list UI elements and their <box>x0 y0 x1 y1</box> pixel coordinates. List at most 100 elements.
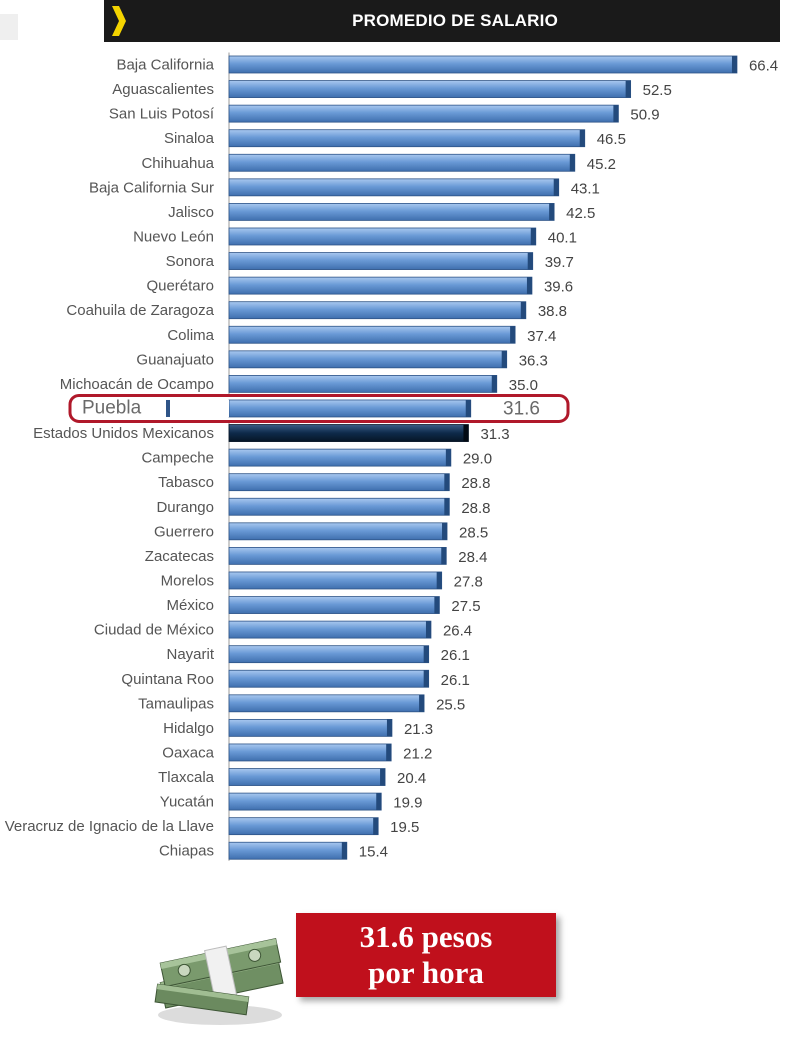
category-label-nuevo-leon: Nuevo León <box>133 228 214 245</box>
bar-end-tabasco <box>444 473 450 491</box>
bar-colima <box>228 325 516 344</box>
bar-end-aguascalientes <box>625 80 631 98</box>
value-label-coahuila-de-zaragoza: 38.8 <box>538 303 567 320</box>
value-label-guerrero: 28.5 <box>459 524 488 541</box>
bar-campeche <box>228 448 452 467</box>
bar-end-guerrero <box>442 522 448 540</box>
bar-end-nuevo-leon <box>530 227 536 245</box>
value-label-campeche: 29.0 <box>463 451 492 468</box>
page-edge-tab <box>0 14 18 40</box>
bar-end-sonora <box>527 252 533 270</box>
category-label-tabasco: Tabasco <box>158 474 214 491</box>
category-label-coahuila-de-zaragoza: Coahuila de Zaragoza <box>66 302 214 319</box>
bar-end-mexico <box>434 596 440 614</box>
bar-chart: Baja California 66.4 Aguascalientes 52.5 San… <box>5 52 778 861</box>
bar-coahuila-de-zaragoza <box>228 301 527 320</box>
category-label-aguascalientes: Aguascalientes <box>112 81 214 98</box>
highlight-gap <box>167 399 229 417</box>
value-label-tamaulipas: 25.5 <box>436 696 465 713</box>
bar-morelos <box>228 571 443 590</box>
bar-end-oaxaca <box>386 743 392 761</box>
value-label-puebla: 31.6 <box>503 398 540 419</box>
bar-chiapas <box>228 841 348 860</box>
category-label-zacatecas: Zacatecas <box>145 548 214 565</box>
bar-tlaxcala <box>228 768 386 786</box>
money-stack-icon <box>154 938 284 1025</box>
bar-end-tamaulipas <box>419 694 425 712</box>
bar-end-guanajuato <box>501 350 507 368</box>
category-label-mexico: México <box>166 597 214 614</box>
bar-tamaulipas <box>228 694 425 713</box>
bar-end-queretaro <box>526 277 532 295</box>
value-label-nayarit: 26.1 <box>441 647 470 664</box>
value-label-yucatan: 19.9 <box>393 795 422 812</box>
category-label-hidalgo: Hidalgo <box>163 720 214 737</box>
category-label-baja-california-sur: Baja California Sur <box>89 179 214 196</box>
bar-end-campeche <box>445 449 451 467</box>
bar-end-durango <box>444 498 450 516</box>
bar-end-coahuila-de-zaragoza <box>520 301 526 319</box>
category-label-yucatan: Yucatán <box>160 794 214 811</box>
category-label-chiapas: Chiapas <box>159 843 214 860</box>
category-label-baja-california: Baja California <box>116 57 214 74</box>
bar-end-ciudad-de-mexico <box>425 621 431 639</box>
value-label-jalisco: 42.5 <box>566 205 595 222</box>
value-label-colima: 37.4 <box>527 328 556 345</box>
bar-chihuahua <box>228 153 576 172</box>
category-label-guanajuato: Guanajuato <box>136 351 214 368</box>
value-label-quintana-roo: 26.1 <box>441 672 470 689</box>
puebla-wage-callout: 31.6 pesos por hora <box>296 913 556 997</box>
bar-end-chihuahua <box>569 154 575 172</box>
bar-michoacan-de-ocampo <box>228 375 498 393</box>
category-label-san-luis-potosi: San Luis Potosí <box>109 106 215 123</box>
bar-end-nayarit <box>423 645 429 663</box>
bar-tabasco <box>228 473 450 492</box>
category-label-guerrero: Guerrero <box>154 523 214 540</box>
value-label-baja-california-sur: 43.1 <box>571 180 600 197</box>
category-label-michoacan-de-ocampo: Michoacán de Ocampo <box>60 376 214 393</box>
chevron-right-icon <box>112 6 126 36</box>
bar-hidalgo <box>228 718 393 737</box>
category-label-estados-unidos-mexicanos: Estados Unidos Mexicanos <box>33 425 214 442</box>
bar-aguascalientes <box>228 80 632 98</box>
bar-sonora <box>228 252 534 270</box>
value-label-ciudad-de-mexico: 26.4 <box>443 623 472 640</box>
category-label-chihuahua: Chihuahua <box>141 155 214 172</box>
bar-end-baja-california <box>731 56 737 73</box>
bar-end-san-luis-potosi <box>613 105 619 123</box>
category-label-sinaloa: Sinaloa <box>164 130 215 147</box>
callout-line-1: 31.6 pesos <box>359 919 493 954</box>
bar-jalisco <box>228 203 555 221</box>
category-label-ciudad-de-mexico: Ciudad de México <box>94 622 214 639</box>
bar-guerrero <box>228 522 448 541</box>
bar-san-luis-potosi <box>228 104 619 123</box>
value-label-sonora: 39.7 <box>545 254 574 271</box>
category-label-campeche: Campeche <box>141 450 214 467</box>
value-label-morelos: 27.8 <box>454 573 483 590</box>
category-label-jalisco: Jalisco <box>168 204 214 221</box>
value-label-guanajuato: 36.3 <box>519 352 548 369</box>
category-label-tlaxcala: Tlaxcala <box>158 769 215 786</box>
bar-oaxaca <box>228 743 392 762</box>
value-label-mexico: 27.5 <box>451 598 480 615</box>
value-label-san-luis-potosi: 50.9 <box>630 107 659 124</box>
bar-veracruz-de-ignacio-de-la-llave <box>228 817 379 836</box>
category-label-colima: Colima <box>167 327 214 344</box>
bar-quintana-roo <box>228 669 430 688</box>
highlight-bar-start <box>166 399 170 417</box>
value-label-hidalgo: 21.3 <box>404 721 433 738</box>
bar-end-estados-unidos-mexicanos <box>463 424 469 442</box>
value-label-estados-unidos-mexicanos: 31.3 <box>480 426 509 443</box>
bar-estados-unidos-mexicanos <box>228 424 469 442</box>
value-label-durango: 28.8 <box>461 500 490 517</box>
bar-end-veracruz-de-ignacio-de-la-llave <box>373 817 379 835</box>
bar-end-zacatecas <box>441 547 447 565</box>
chart-title: PROMEDIO DE SALARIO <box>352 11 558 30</box>
bar-end-jalisco <box>549 203 555 221</box>
value-label-tlaxcala: 20.4 <box>397 770 426 787</box>
bar-mexico <box>228 596 440 614</box>
category-label-durango: Durango <box>156 499 214 516</box>
category-label-sonora: Sonora <box>166 253 215 270</box>
bar-yucatan <box>228 792 382 811</box>
bar-sinaloa <box>228 129 586 148</box>
